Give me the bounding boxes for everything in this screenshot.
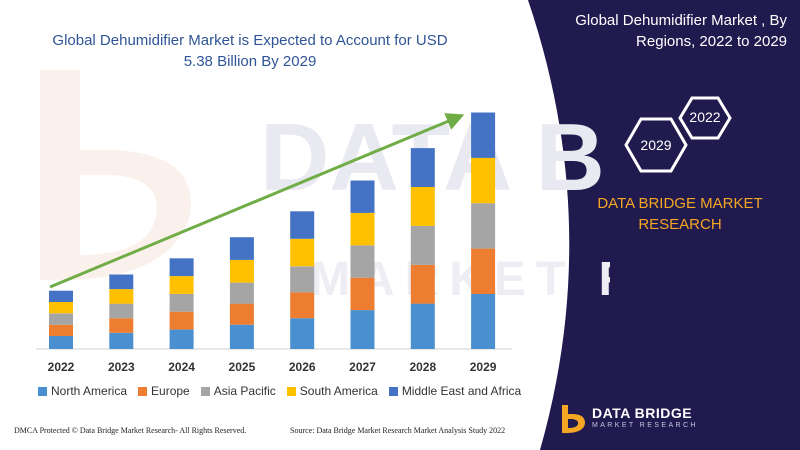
bar-2022-south-america <box>49 302 73 314</box>
bar-2024-north-america <box>169 329 194 349</box>
bar-2026-europe <box>290 292 315 319</box>
brand-name: DATA BRIDGE MARKET RESEARCH <box>597 195 763 233</box>
bar-2022-north-america <box>49 336 73 349</box>
legend-swatch <box>138 386 148 396</box>
bar-2028-asia-pacific <box>410 225 435 265</box>
legend-item: South America <box>286 384 378 398</box>
footer-source: Source: Data Bridge Market Research Mark… <box>290 426 506 435</box>
x-tick-label: 2026 <box>289 360 316 374</box>
bar-2022-middle-east-and-africa <box>49 290 73 302</box>
bar-2024-south-america <box>169 276 194 294</box>
bar-2028-south-america <box>410 187 435 226</box>
bar-2023-middle-east-and-africa <box>109 274 134 290</box>
x-tick-label: 2023 <box>108 360 135 374</box>
bar-2027-middle-east-and-africa <box>350 180 375 213</box>
chart-title: Global Dehumidifier Market is Expected t… <box>52 32 448 70</box>
bar-2025-asia-pacific <box>229 282 254 304</box>
hex-year-2022: 2022 <box>689 109 721 125</box>
x-tick-label: 2024 <box>168 360 195 374</box>
bar-2024-europe <box>169 311 194 330</box>
right-panel <box>528 0 800 450</box>
bar-2022-europe <box>49 324 73 336</box>
x-tick-label: 2022 <box>48 360 75 374</box>
legend-swatch <box>286 386 296 396</box>
legend-item: Europe <box>138 384 190 398</box>
logo-text: DATA BRIDGE <box>592 405 693 421</box>
bar-2025-north-america <box>229 324 254 349</box>
bar-2027-asia-pacific <box>350 245 375 278</box>
footer-copyright: DMCA Protected © Data Bridge Market Rese… <box>14 426 247 435</box>
bar-2026-asia-pacific <box>290 266 315 293</box>
x-tick-label: 2029 <box>470 360 497 374</box>
bar-2027-europe <box>350 277 375 311</box>
bar-2022-asia-pacific <box>49 313 73 325</box>
legend-swatch <box>38 386 47 396</box>
bar-2024-asia-pacific <box>169 293 194 312</box>
bar-2026-south-america <box>290 238 315 267</box>
bar-2023-south-america <box>109 289 134 304</box>
bar-2028-europe <box>410 264 435 304</box>
bar-2024-middle-east-and-africa <box>169 258 194 277</box>
bar-2025-south-america <box>229 259 254 283</box>
bar-2027-south-america <box>350 212 375 246</box>
bar-2029-asia-pacific <box>471 203 496 249</box>
logo-subtext: MARKET RESEARCH <box>592 422 698 429</box>
bar-2028-middle-east-and-africa <box>410 148 435 187</box>
legend-label: North America <box>51 384 128 398</box>
right-panel-title: Global Dehumidifier Market , By Regions,… <box>575 12 787 50</box>
bar-2026-north-america <box>290 318 315 349</box>
bar-2027-north-america <box>350 310 375 349</box>
chart-legend: North America Europe Asia Pacific South Ame… <box>38 384 522 398</box>
legend-label: South America <box>299 384 378 398</box>
bar-2029-south-america <box>471 157 496 204</box>
x-tick-label: 2025 <box>229 360 256 374</box>
company-logo: DATA BRIDGE MARKET RESEARCH <box>556 402 716 438</box>
bars-group <box>49 112 496 349</box>
legend-swatch <box>388 386 398 396</box>
bar-2029-north-america <box>471 293 496 349</box>
legend-swatch <box>200 386 210 396</box>
legend-label: Asia Pacific <box>213 384 276 398</box>
bar-2023-asia-pacific <box>109 303 134 319</box>
x-tick-label: 2028 <box>409 360 436 374</box>
bar-2023-north-america <box>109 332 134 349</box>
bar-2026-middle-east-and-africa <box>290 211 315 239</box>
legend-label: Europe <box>151 384 190 398</box>
bar-2025-middle-east-and-africa <box>229 237 254 260</box>
bar-2029-europe <box>471 248 496 294</box>
bar-2023-europe <box>109 318 134 333</box>
hex-year-2029: 2029 <box>640 137 672 153</box>
logo-mark-icon <box>562 405 585 434</box>
trend-arrow <box>49 113 465 289</box>
bar-2025-europe <box>229 303 254 325</box>
legend-item: Middle East and Africa <box>388 384 522 398</box>
legend-item: North America <box>38 384 127 398</box>
x-tick-labels: 2022 2023 2024 2025 2026 2027 2028 2029 <box>48 360 497 374</box>
x-tick-label: 2027 <box>349 360 376 374</box>
bar-2029-middle-east-and-africa <box>471 112 496 158</box>
legend-label: Middle East and Africa <box>401 384 522 398</box>
legend-item: Asia Pacific <box>200 384 276 398</box>
bar-2028-north-america <box>410 303 435 349</box>
